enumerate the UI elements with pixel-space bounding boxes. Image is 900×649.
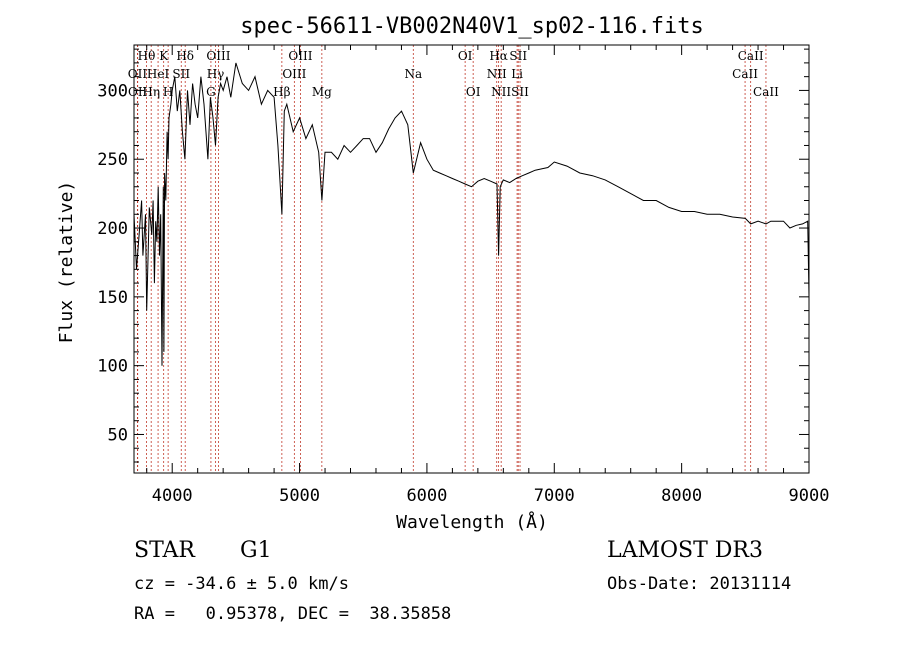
line-label: CaII (732, 67, 758, 81)
line-label: SII (509, 49, 527, 63)
tick-label: 7000 (534, 486, 575, 506)
line-label: OIII (288, 49, 312, 63)
ra-dec-coordinates: RA = 0.95378, DEC = 38.35858 (134, 604, 452, 624)
line-label: OIII (206, 49, 230, 63)
line-label: SII (172, 67, 190, 81)
tick-label: 9000 (789, 486, 830, 506)
line-label: OI (458, 49, 473, 63)
observation-date: Obs-Date: 20131114 (607, 574, 792, 594)
line-label: K (159, 49, 169, 63)
line-label: G (206, 85, 216, 99)
tick-label: 200 (97, 219, 128, 239)
line-label: NII (487, 67, 507, 81)
object-subclass: G1 (240, 538, 272, 563)
line-label: Hδ (176, 49, 194, 63)
line-label: SII (511, 85, 529, 99)
line-label: Hγ (207, 67, 225, 81)
line-label: OII (128, 67, 148, 81)
line-label: Hα (489, 49, 508, 63)
tick-label: 8000 (661, 486, 702, 506)
line-label: CaII (738, 49, 764, 63)
tick-label: 50 (108, 425, 128, 445)
tick-label: 4000 (152, 486, 193, 506)
line-label: OII (128, 85, 148, 99)
line-markers (137, 45, 767, 473)
line-label: H (163, 85, 173, 99)
line-label: CaII (753, 85, 779, 99)
survey-name: LAMOST DR3 (607, 538, 763, 563)
line-label: Hβ (273, 85, 290, 99)
line-label: NII (491, 85, 511, 99)
line-label: OI (466, 85, 481, 99)
line-label: Hθ (138, 49, 156, 63)
axis-ticks: 4000 5000 6000 7000 8000 9000 50 100 150 200 250 30… (97, 45, 829, 506)
y-axis-title: Flux (relative) (56, 181, 77, 344)
chart-title: spec-56611-VB002N40V1_sp02-116.fits (240, 14, 704, 39)
line-label: Mg (312, 85, 332, 99)
redshift-cz: cz = -34.6 ± 5.0 km/s (134, 574, 349, 594)
x-axis-title: Wavelength (Å) (396, 511, 548, 533)
line-label: Hη (142, 85, 160, 99)
tick-label: 100 (97, 357, 128, 377)
plot-frame (133, 44, 810, 474)
object-class: STAR (134, 538, 195, 563)
tick-label: 5000 (279, 486, 320, 506)
line-label: Li (511, 67, 523, 81)
line-label: HeI (147, 67, 170, 81)
tick-label: 300 (97, 81, 128, 101)
tick-label: 6000 (406, 486, 447, 506)
line-label: OIII (282, 67, 306, 81)
tick-label: 150 (97, 288, 128, 308)
tick-label: 250 (97, 150, 128, 170)
spectrum-line (133, 62, 810, 366)
line-label: Na (404, 67, 422, 81)
